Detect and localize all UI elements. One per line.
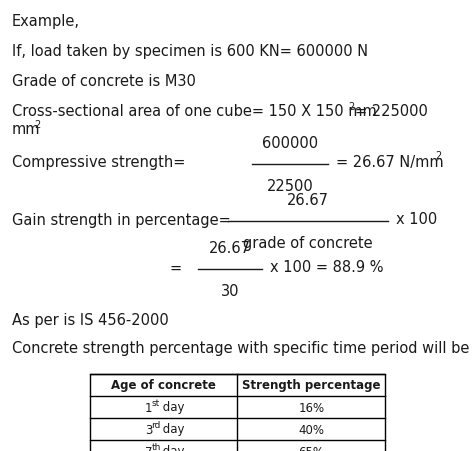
Text: 3: 3 bbox=[145, 423, 153, 436]
Text: rd: rd bbox=[151, 421, 161, 429]
Text: 2: 2 bbox=[435, 151, 441, 161]
Text: Compressive strength=: Compressive strength= bbox=[12, 155, 185, 170]
Text: = 225000: = 225000 bbox=[355, 104, 428, 119]
Text: As per is IS 456-2000: As per is IS 456-2000 bbox=[12, 312, 169, 327]
Text: Cross-sectional area of one cube= 150 X 150 mm: Cross-sectional area of one cube= 150 X … bbox=[12, 104, 377, 119]
Text: day: day bbox=[159, 445, 185, 451]
Text: 2: 2 bbox=[34, 120, 40, 130]
Text: 600000: 600000 bbox=[262, 136, 318, 151]
Text: Gain strength in percentage=: Gain strength in percentage= bbox=[12, 212, 231, 227]
Text: If, load taken by specimen is 600 KN= 600000 N: If, load taken by specimen is 600 KN= 60… bbox=[12, 44, 368, 59]
Text: 26.67: 26.67 bbox=[209, 240, 251, 255]
Text: 1: 1 bbox=[145, 400, 153, 414]
Text: day: day bbox=[159, 400, 185, 414]
Text: 30: 30 bbox=[221, 283, 239, 299]
Text: Age of concrete: Age of concrete bbox=[111, 379, 216, 391]
Text: = 26.67 N/mm: = 26.67 N/mm bbox=[336, 155, 444, 170]
Text: 2: 2 bbox=[348, 102, 354, 112]
Text: 65%: 65% bbox=[298, 445, 324, 451]
Text: grade of concrete: grade of concrete bbox=[243, 235, 373, 250]
Text: th: th bbox=[151, 442, 161, 451]
Text: 22500: 22500 bbox=[266, 179, 313, 193]
Text: 40%: 40% bbox=[298, 423, 324, 436]
Text: 16%: 16% bbox=[298, 400, 324, 414]
Text: Example,: Example, bbox=[12, 14, 80, 29]
Text: x 100 = 88.9 %: x 100 = 88.9 % bbox=[270, 260, 383, 275]
Text: st: st bbox=[151, 399, 159, 408]
Text: x 100: x 100 bbox=[396, 212, 437, 227]
Text: 26.67: 26.67 bbox=[287, 193, 329, 207]
Text: =: = bbox=[170, 260, 182, 275]
Text: day: day bbox=[159, 423, 185, 436]
Text: 7: 7 bbox=[145, 445, 153, 451]
Text: Strength percentage: Strength percentage bbox=[242, 379, 381, 391]
Bar bbox=[90, 374, 385, 451]
Text: Grade of concrete is M30: Grade of concrete is M30 bbox=[12, 74, 196, 89]
Text: mm: mm bbox=[12, 122, 40, 137]
Text: Concrete strength percentage with specific time period will be: Concrete strength percentage with specif… bbox=[12, 340, 469, 355]
